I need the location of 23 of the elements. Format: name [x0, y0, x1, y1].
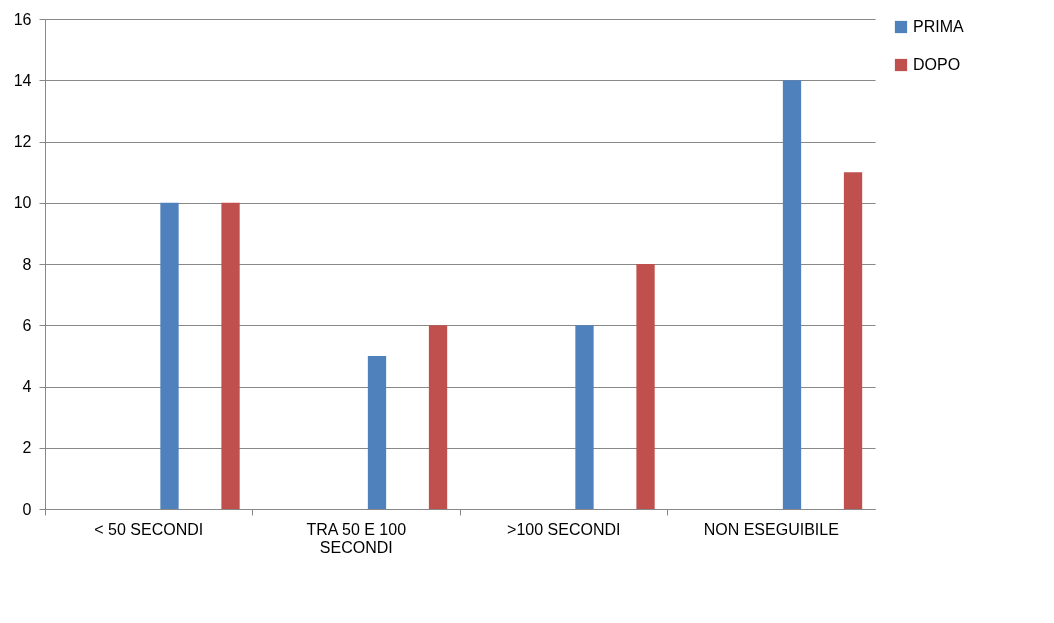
y-tick-label: 10	[13, 194, 32, 212]
legend-label: PRIMA	[913, 18, 964, 35]
bar	[221, 202, 240, 509]
y-tick-label: 6	[22, 316, 32, 334]
legend-label: DOPO	[913, 56, 961, 73]
y-tick-label: 8	[22, 255, 32, 273]
y-tick-label: 0	[22, 500, 32, 518]
x-tick-label: NON ESEGUIBILE	[703, 520, 839, 538]
x-tick-label: TRA 50 E 100 SECONDI	[306, 520, 407, 556]
x-tick-label: >100 SECONDI	[507, 520, 621, 538]
bar	[428, 325, 448, 509]
bar	[575, 325, 594, 509]
bar	[636, 264, 655, 509]
bar	[782, 80, 802, 509]
x-tick-label: < 50 SECONDI	[94, 520, 204, 538]
y-tick-label: 16	[13, 10, 32, 28]
y-tick-label: 2	[22, 439, 32, 457]
y-tick-label: 14	[13, 71, 32, 89]
bar	[843, 172, 863, 509]
y-tick-label: 4	[22, 378, 32, 395]
bar	[367, 355, 387, 509]
y-tick-label: 12	[13, 133, 32, 150]
bar	[160, 202, 179, 509]
